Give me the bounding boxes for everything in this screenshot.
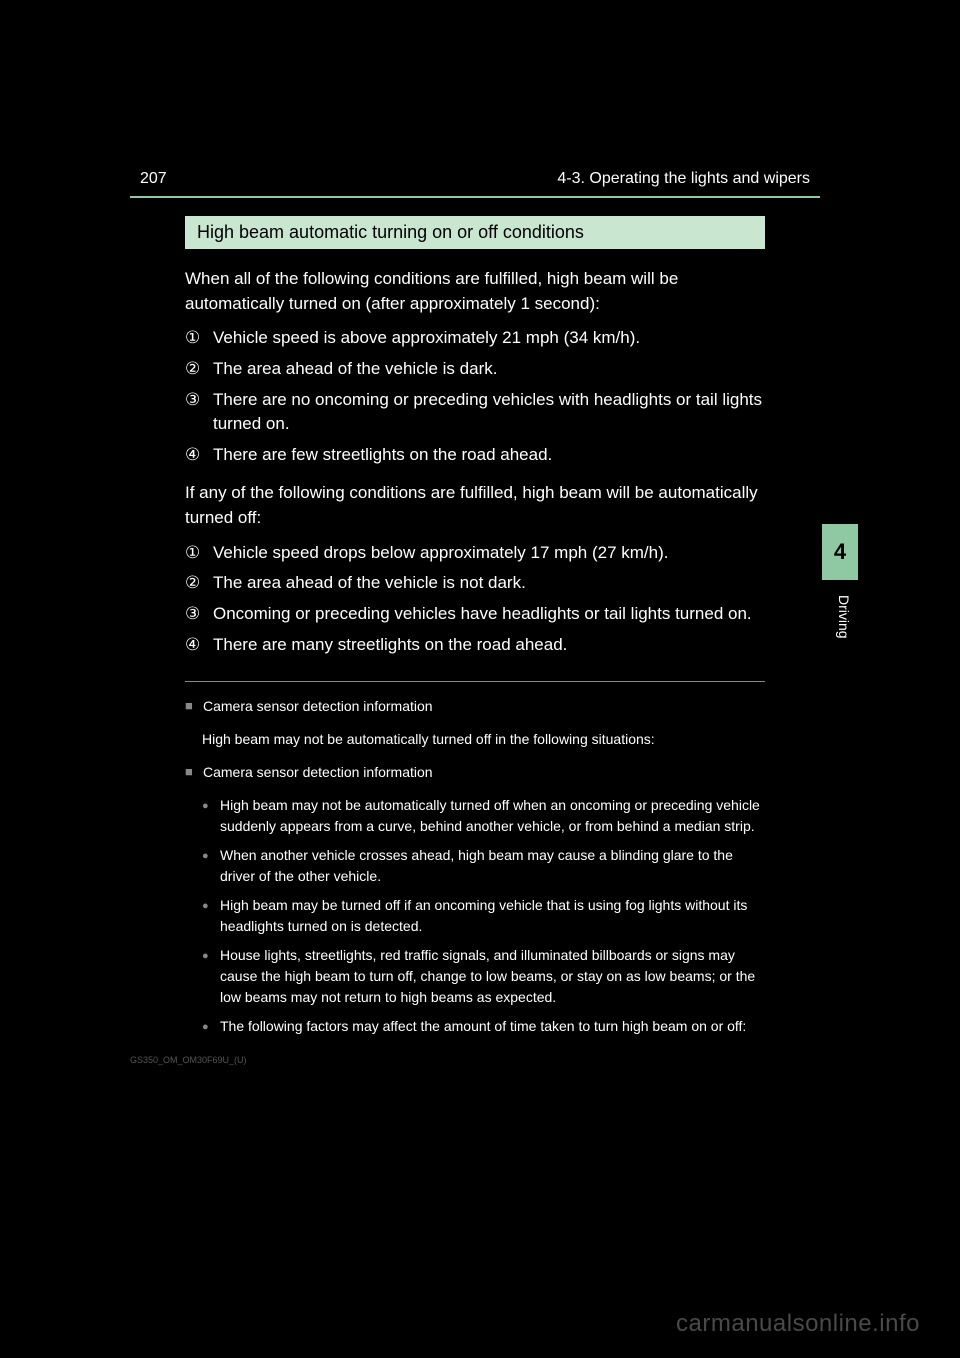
note-body: High beam may not be automatically turne… bbox=[202, 729, 765, 750]
condition-on-item: ① Vehicle speed is above approximately 2… bbox=[185, 326, 765, 351]
condition-text: There are few streetlights on the road a… bbox=[213, 443, 765, 468]
number-icon: ② bbox=[185, 357, 213, 382]
chapter-number: 4 bbox=[834, 539, 846, 565]
condition-on-item: ③ There are no oncoming or preceding veh… bbox=[185, 388, 765, 437]
bullet-text: High beam may be turned off if an oncomi… bbox=[220, 895, 765, 937]
section-title: High beam automatic turning on or off co… bbox=[185, 216, 765, 249]
bullet-text: The following factors may affect the amo… bbox=[220, 1016, 765, 1037]
page-header: 207 4-3. Operating the lights and wipers bbox=[130, 170, 820, 198]
document-code: GS350_OM_OM30F69U_(U) bbox=[130, 1055, 247, 1065]
number-icon: ④ bbox=[185, 633, 213, 658]
watermark: carmanualsonline.info bbox=[676, 1310, 920, 1338]
number-icon: ② bbox=[185, 571, 213, 596]
bullet-item: ● High beam may be turned off if an onco… bbox=[202, 895, 765, 937]
number-icon: ① bbox=[185, 326, 213, 351]
number-icon: ④ bbox=[185, 443, 213, 468]
square-bullet-icon: ■ bbox=[185, 696, 203, 716]
number-icon: ① bbox=[185, 541, 213, 566]
note-text: Camera sensor detection information bbox=[203, 696, 765, 717]
bullet-text: House lights, streetlights, red traffic … bbox=[220, 945, 765, 1008]
chapter-label: Driving bbox=[832, 595, 852, 655]
condition-off-item: ① Vehicle speed drops below approximatel… bbox=[185, 541, 765, 566]
bullet-text: High beam may not be automatically turne… bbox=[220, 795, 765, 837]
bullet-icon: ● bbox=[202, 945, 220, 965]
condition-on-item: ② The area ahead of the vehicle is dark. bbox=[185, 357, 765, 382]
condition-text: Vehicle speed is above approximately 21 … bbox=[213, 326, 765, 351]
number-icon: ③ bbox=[185, 602, 213, 627]
manual-page: 207 4-3. Operating the lights and wipers… bbox=[130, 170, 820, 1045]
condition-text: The area ahead of the vehicle is not dar… bbox=[213, 571, 765, 596]
bullet-icon: ● bbox=[202, 1016, 220, 1036]
chapter-tab: 4 bbox=[822, 524, 858, 580]
bullet-item: ● House lights, streetlights, red traffi… bbox=[202, 945, 765, 1008]
section-path: 4-3. Operating the lights and wipers bbox=[557, 170, 810, 188]
bullet-text: When another vehicle crosses ahead, high… bbox=[220, 845, 765, 887]
intro-off-paragraph: If any of the following conditions are f… bbox=[185, 481, 765, 530]
bullet-item: ● When another vehicle crosses ahead, hi… bbox=[202, 845, 765, 887]
page-number: 207 bbox=[140, 170, 167, 188]
number-icon: ③ bbox=[185, 388, 213, 413]
note-text: Camera sensor detection information bbox=[203, 762, 765, 783]
bullet-item: ● High beam may not be automatically tur… bbox=[202, 795, 765, 837]
bullet-icon: ● bbox=[202, 895, 220, 915]
bullet-icon: ● bbox=[202, 795, 220, 815]
condition-on-item: ④ There are few streetlights on the road… bbox=[185, 443, 765, 468]
condition-text: There are many streetlights on the road … bbox=[213, 633, 765, 658]
condition-text: There are no oncoming or preceding vehic… bbox=[213, 388, 765, 437]
square-bullet-icon: ■ bbox=[185, 762, 203, 782]
condition-off-item: ③ Oncoming or preceding vehicles have he… bbox=[185, 602, 765, 627]
condition-text: The area ahead of the vehicle is dark. bbox=[213, 357, 765, 382]
note-item: ■ Camera sensor detection information bbox=[185, 696, 765, 717]
condition-off-item: ② The area ahead of the vehicle is not d… bbox=[185, 571, 765, 596]
condition-text: Oncoming or preceding vehicles have head… bbox=[213, 602, 765, 627]
intro-paragraph: When all of the following conditions are… bbox=[185, 267, 765, 316]
divider bbox=[185, 681, 765, 682]
note-item: ■ Camera sensor detection information bbox=[185, 762, 765, 783]
condition-text: Vehicle speed drops below approximately … bbox=[213, 541, 765, 566]
bullet-item: ● The following factors may affect the a… bbox=[202, 1016, 765, 1037]
bullet-icon: ● bbox=[202, 845, 220, 865]
condition-off-item: ④ There are many streetlights on the roa… bbox=[185, 633, 765, 658]
